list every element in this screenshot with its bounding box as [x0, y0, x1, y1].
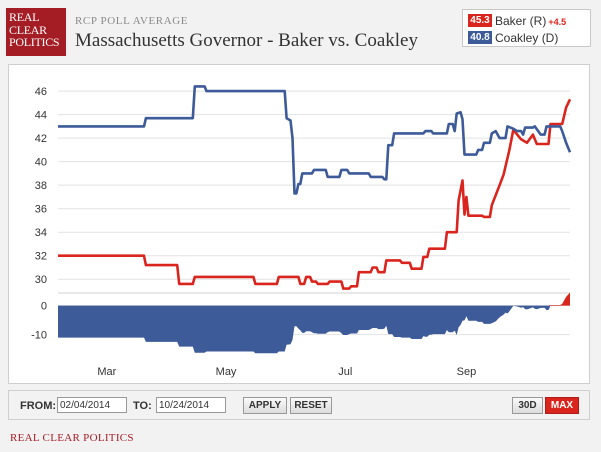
legend-item-coakley: 40.8 Coakley (D): [468, 31, 558, 45]
y-tick-label: 34: [35, 227, 47, 239]
range-max-button[interactable]: MAX: [545, 397, 579, 414]
logo-line: POLITICS: [9, 35, 60, 49]
poll-chart[interactable]: 30 32 34 36 38 40 42 44 46 0 -10 Mar May Jul Sep: [9, 65, 589, 383]
apply-button[interactable]: APPLY: [243, 397, 287, 414]
reset-button[interactable]: RESET: [290, 397, 332, 414]
x-tick-label: Sep: [457, 366, 477, 378]
to-date-input[interactable]: [156, 397, 226, 413]
chart-title: Massachusetts Governor - Baker vs. Coakl…: [75, 30, 418, 51]
x-tick-label: Jul: [338, 366, 352, 378]
spread-tick-label: 0: [41, 301, 47, 313]
y-tick-label: 36: [35, 204, 47, 216]
y-tick-label: 38: [35, 180, 47, 192]
y-tick-label: 46: [35, 86, 47, 98]
range-30d-button[interactable]: 30D: [512, 397, 543, 414]
from-date-input[interactable]: [57, 397, 127, 413]
logo-line: CLEAR: [9, 22, 47, 37]
x-tick-label: Mar: [97, 366, 116, 378]
rcp-logo[interactable]: REAL CLEAR POLITICS: [6, 8, 66, 56]
legend-value-badge: 45.3: [468, 14, 492, 27]
legend-label: Coakley (D): [495, 31, 559, 45]
y-tick-label: 44: [35, 110, 47, 122]
footer-credit[interactable]: REAL CLEAR POLITICS: [10, 432, 134, 444]
to-label: TO:: [133, 400, 152, 412]
legend-label: Baker (R): [495, 14, 547, 28]
legend-item-baker: 45.3 Baker (R) +4.5: [468, 14, 566, 28]
from-label: FROM:: [20, 400, 57, 412]
y-tick-label: 30: [35, 274, 47, 286]
series-line-baker: [58, 98, 572, 290]
date-range-controls: FROM: TO: APPLY RESET 30D MAX: [8, 390, 590, 420]
legend-spread: +4.5: [548, 17, 567, 27]
chart-panel: 30 32 34 36 38 40 42 44 46 0 -10 Mar May Jul Sep: [8, 64, 590, 384]
legend-value-badge: 40.8: [468, 31, 492, 44]
x-tick-label: May: [216, 366, 237, 378]
y-tick-label: 42: [35, 133, 47, 145]
y-tick-label: 32: [35, 251, 47, 263]
spread-area-baker: [58, 292, 570, 306]
chart-header: REAL CLEAR POLITICS RCP POLL AVERAGE Mas…: [0, 0, 601, 60]
series-line-coakley: [58, 85, 572, 195]
y-tick-label: 40: [35, 157, 47, 169]
chart-subtitle: RCP POLL AVERAGE: [75, 15, 189, 27]
legend: 45.3 Baker (R) +4.5 40.8 Coakley (D): [462, 9, 591, 47]
spread-area-coakley: [58, 305, 570, 354]
spread-tick-label: -10: [31, 330, 47, 342]
logo-line: REAL: [9, 10, 40, 24]
